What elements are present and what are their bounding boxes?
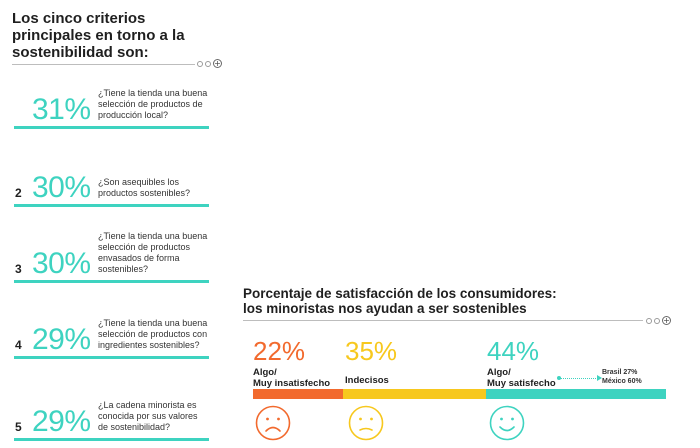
country-note: Brasil 27% México 60% (602, 368, 642, 386)
arrow-right-icon (597, 375, 602, 381)
segment-label-line1: Algo/ (253, 367, 277, 378)
criterion-percent: 30% (32, 171, 91, 204)
criterion-divider (14, 356, 209, 359)
neutral-face-icon (348, 405, 384, 441)
criterion-item: 3 30% ¿Tiene la tienda una buena selecci… (12, 220, 209, 283)
segment-percent: 22% (253, 336, 306, 366)
pointer-dot (557, 376, 561, 380)
left-title-divider (12, 64, 195, 65)
happy-face-icon (489, 405, 525, 441)
pager-dot-icon[interactable] (654, 317, 660, 324)
criterion-divider (14, 204, 209, 207)
bar-segment-undecided (343, 389, 486, 399)
bar-segment-dissatisfied (253, 389, 343, 399)
criterion-rank: 3 (15, 262, 22, 276)
criterion-divider (14, 438, 209, 441)
criterion-text: ¿Tiene la tienda una buena selección de … (98, 318, 208, 350)
segment-satisfied: 44% Algo/ Muy satisfecho (487, 337, 556, 389)
segment-label-line2: Muy insatisfecho (253, 378, 331, 389)
criterion-rank: 4 (15, 338, 22, 352)
criterion-rank: 2 (15, 186, 22, 200)
criterion-divider (14, 280, 209, 283)
pager-dot-icon[interactable] (646, 317, 652, 324)
bar-segment-satisfied (486, 389, 666, 399)
segment-dissatisfied: 22% Algo/ Muy insatisfecho (253, 337, 330, 389)
sad-face-icon (255, 405, 291, 441)
criterion-item: 4 29% ¿Tiene la tienda una buena selecci… (12, 296, 209, 359)
segment-undecided: 35% Indecisos (345, 337, 397, 386)
criterion-percent: 29% (32, 323, 91, 356)
right-panel-controls: + (646, 316, 671, 325)
criterion-percent: 31% (32, 93, 91, 126)
segment-label-line1: Indecisos (345, 375, 389, 386)
criterion-item: 5 29% ¿La cadena minorista es conocida p… (12, 378, 209, 441)
segment-label-line2: Muy satisfecho (487, 378, 556, 389)
country-note-line2: México 60% (602, 378, 642, 385)
pointer-line (560, 378, 600, 379)
criterion-divider (14, 126, 209, 129)
right-title-line1: Porcentaje de satisfacción de los consum… (243, 286, 557, 301)
criterion-text: ¿La cadena minorista es conocida por sus… (98, 400, 198, 432)
right-title-divider (243, 320, 643, 321)
right-panel-title: Porcentaje de satisfacción de los consum… (243, 286, 673, 316)
left-panel-title: Los cinco criterios principales en torno… (12, 10, 185, 61)
plus-icon[interactable]: + (662, 315, 671, 325)
criterion-item: 2 30% ¿Son asequibles los productos sost… (12, 144, 209, 207)
segment-percent: 35% (345, 336, 398, 366)
criterion-text: ¿Son asequibles los productos sostenible… (98, 177, 191, 198)
criterion-text: ¿Tiene la tienda una buena selección de … (98, 231, 208, 274)
criterion-item: 31% ¿Tiene la tienda una buena selección… (12, 66, 209, 129)
criterion-text: ¿Tiene la tienda una buena selección de … (98, 88, 208, 120)
pager-dot-icon[interactable] (197, 60, 203, 67)
right-title-line2: los minoristas nos ayudan a ser sostenib… (243, 301, 527, 316)
left-panel-controls: + (197, 59, 222, 68)
country-note-line1: Brasil 27% (602, 369, 638, 376)
plus-icon[interactable]: + (213, 58, 222, 68)
segment-percent: 44% (487, 336, 540, 366)
criterion-rank: 5 (15, 420, 22, 434)
segment-label-line1: Algo/ (487, 367, 511, 378)
criterion-percent: 30% (32, 247, 91, 280)
criterion-percent: 29% (32, 405, 91, 438)
pager-dot-icon[interactable] (205, 60, 211, 67)
